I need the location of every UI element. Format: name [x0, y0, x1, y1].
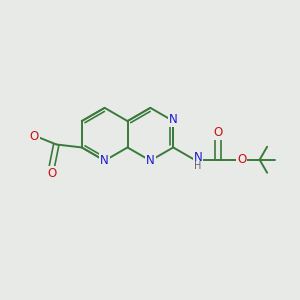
Text: O: O	[47, 167, 56, 180]
Text: H: H	[194, 161, 202, 171]
Text: N: N	[169, 113, 178, 126]
Text: O: O	[29, 130, 39, 143]
Text: O: O	[237, 153, 246, 166]
Text: N: N	[146, 154, 155, 167]
Text: N: N	[194, 151, 203, 164]
Text: N: N	[100, 154, 109, 167]
Text: O: O	[213, 126, 223, 139]
